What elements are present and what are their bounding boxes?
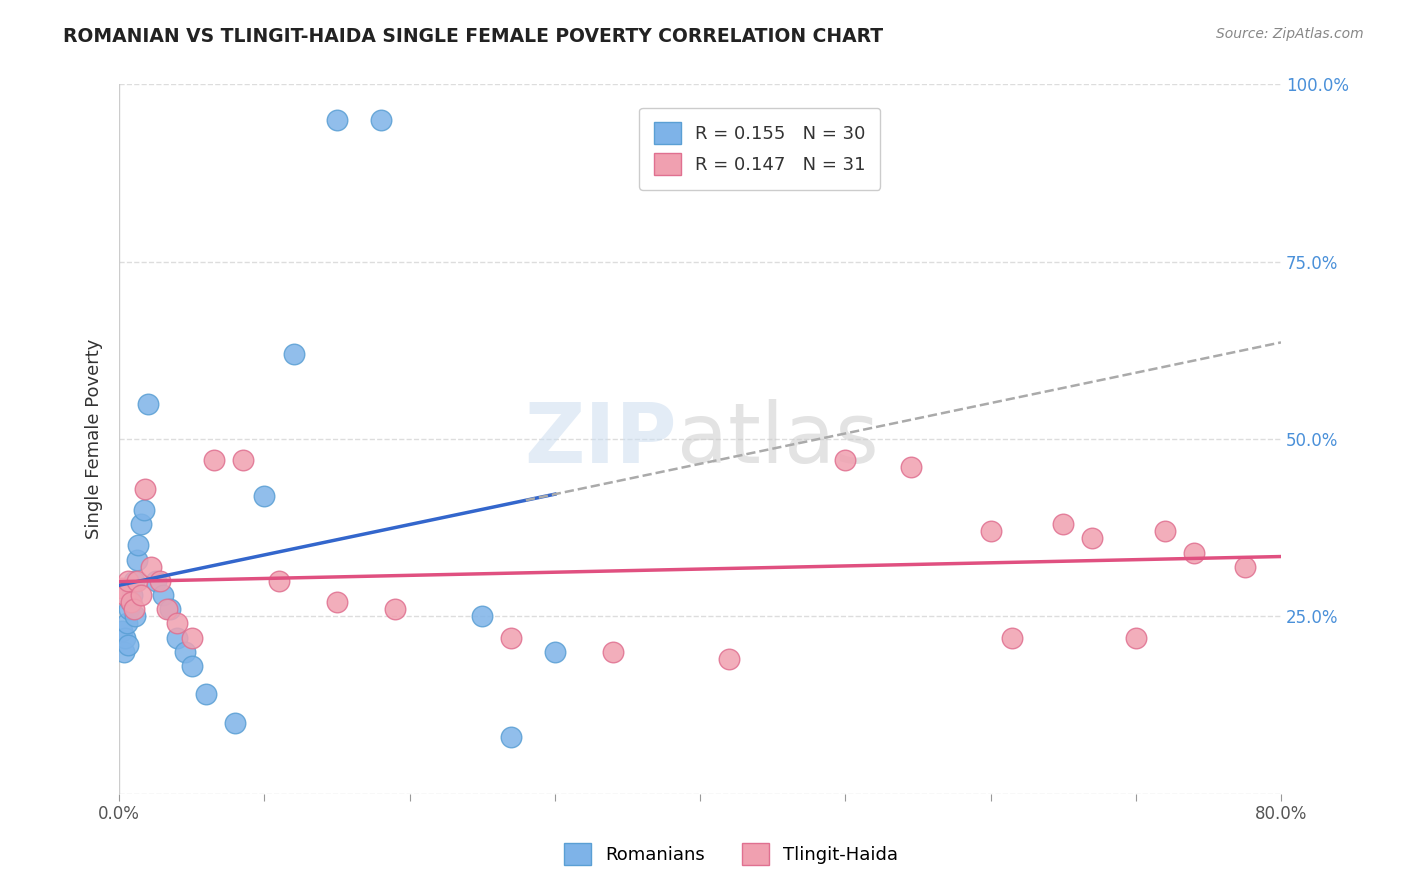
- Point: [267, 574, 290, 588]
- Point: [111, 624, 134, 638]
- Point: [117, 638, 139, 652]
- Point: [159, 602, 181, 616]
- Point: [718, 652, 741, 666]
- Point: [834, 453, 856, 467]
- Point: [1081, 532, 1104, 546]
- Point: [114, 588, 136, 602]
- Point: [202, 453, 225, 467]
- Point: [370, 112, 392, 127]
- Point: [224, 715, 246, 730]
- Point: [501, 730, 523, 744]
- Legend: R = 0.155   N = 30, R = 0.147   N = 31: R = 0.155 N = 30, R = 0.147 N = 31: [640, 108, 880, 190]
- Point: [544, 645, 567, 659]
- Point: [111, 581, 134, 595]
- Point: [501, 631, 523, 645]
- Point: [127, 538, 149, 552]
- Point: [195, 687, 218, 701]
- Point: [132, 503, 155, 517]
- Point: [326, 595, 349, 609]
- Point: [602, 645, 624, 659]
- Point: [283, 347, 305, 361]
- Y-axis label: Single Female Poverty: Single Female Poverty: [86, 339, 103, 540]
- Point: [134, 482, 156, 496]
- Point: [253, 489, 276, 503]
- Point: [180, 631, 202, 645]
- Point: [112, 645, 135, 659]
- Point: [114, 631, 136, 645]
- Text: atlas: atlas: [676, 399, 879, 480]
- Point: [120, 595, 142, 609]
- Point: [1182, 545, 1205, 559]
- Point: [115, 616, 138, 631]
- Point: [120, 595, 142, 609]
- Point: [980, 524, 1002, 539]
- Point: [136, 396, 159, 410]
- Point: [384, 602, 406, 616]
- Point: [121, 588, 143, 602]
- Point: [149, 574, 172, 588]
- Point: [166, 616, 188, 631]
- Point: [122, 574, 145, 588]
- Point: [326, 112, 349, 127]
- Point: [1001, 631, 1024, 645]
- Point: [180, 659, 202, 673]
- Text: ZIP: ZIP: [524, 399, 676, 480]
- Text: Source: ZipAtlas.com: Source: ZipAtlas.com: [1216, 27, 1364, 41]
- Point: [124, 609, 146, 624]
- Point: [1125, 631, 1147, 645]
- Point: [117, 574, 139, 588]
- Point: [156, 602, 179, 616]
- Point: [900, 460, 922, 475]
- Point: [145, 574, 167, 588]
- Point: [1233, 559, 1256, 574]
- Point: [152, 588, 174, 602]
- Point: [232, 453, 254, 467]
- Legend: Romanians, Tlingit-Haida: Romanians, Tlingit-Haida: [555, 834, 907, 874]
- Point: [141, 559, 163, 574]
- Point: [125, 574, 148, 588]
- Point: [122, 602, 145, 616]
- Text: ROMANIAN VS TLINGIT-HAIDA SINGLE FEMALE POVERTY CORRELATION CHART: ROMANIAN VS TLINGIT-HAIDA SINGLE FEMALE …: [63, 27, 883, 45]
- Point: [1052, 517, 1074, 532]
- Point: [125, 552, 148, 566]
- Point: [173, 645, 195, 659]
- Point: [166, 631, 188, 645]
- Point: [118, 602, 141, 616]
- Point: [471, 609, 494, 624]
- Point: [1153, 524, 1175, 539]
- Point: [129, 588, 152, 602]
- Point: [129, 517, 152, 532]
